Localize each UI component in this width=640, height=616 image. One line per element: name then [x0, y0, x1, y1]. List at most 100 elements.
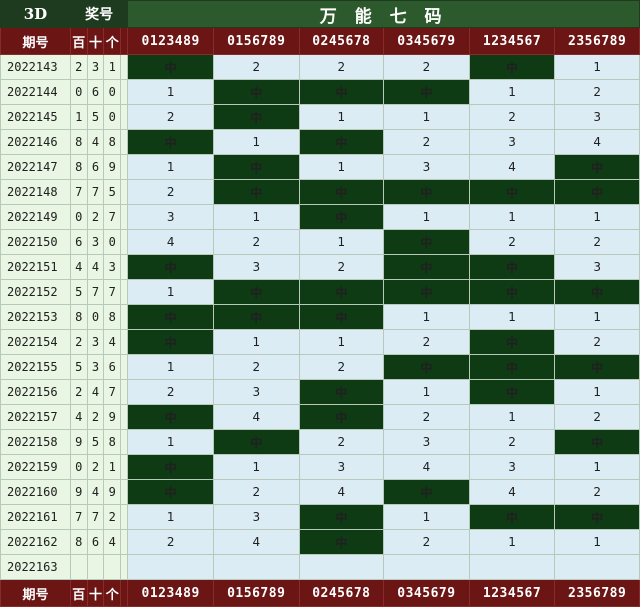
hit-cell: 中: [212, 429, 300, 455]
miss-count-cell: 1: [468, 304, 556, 330]
table-row: 2022145 1 5 0 2 中 1 1 2 3: [0, 104, 640, 130]
digit-bai: 0: [69, 454, 88, 480]
miss-count-cell: 4: [468, 154, 556, 180]
miss-count-cell: 2: [127, 179, 214, 205]
period-cell: 2022163: [0, 554, 71, 580]
header-gap: [120, 579, 129, 607]
period-cell: 2022158: [0, 429, 71, 455]
digit-bai: 2: [69, 54, 88, 80]
digit-ge: 4: [103, 529, 122, 555]
hit-cell: 中: [468, 354, 556, 380]
gap-cell: [120, 529, 129, 555]
digit-ge: 7: [103, 279, 122, 305]
hit-cell: 中: [127, 404, 214, 430]
digit-shi: 7: [86, 504, 105, 530]
miss-count-cell: 1: [212, 329, 300, 355]
table-row: 2022157 4 2 9 中 4 中 2 1 2: [0, 404, 640, 430]
main-title: 万 能 七 码: [127, 0, 640, 28]
digit-ge: 2: [103, 504, 122, 530]
miss-count-cell: 2: [212, 229, 300, 255]
hit-cell: 中: [127, 479, 214, 505]
gap-cell: [120, 329, 129, 355]
hit-cell: 中: [383, 254, 470, 280]
digit-ge: 3: [103, 254, 122, 280]
digit-shi: 4: [86, 254, 105, 280]
digit-bai: 7: [69, 504, 88, 530]
hit-cell: 中: [298, 304, 385, 330]
table-row: 2022150 6 3 0 4 2 1 中 2 2: [0, 229, 640, 255]
miss-count-cell: 2: [298, 54, 385, 80]
header-shi: 十: [86, 579, 105, 607]
digit-bai: 4: [69, 254, 88, 280]
title-row: 3D 奖号 万 能 七 码: [0, 0, 640, 28]
hit-cell: 中: [212, 179, 300, 205]
header-period: 期号: [0, 27, 71, 55]
miss-count-cell: 2: [383, 129, 470, 155]
table-row: 2022148 7 7 5 2 中中中中中: [0, 179, 640, 205]
miss-count-cell: 2: [554, 404, 640, 430]
hit-cell: 中: [383, 229, 470, 255]
gap-cell: [120, 279, 129, 305]
gap-cell: [120, 379, 129, 405]
gap-cell: [120, 54, 129, 80]
digit-bai: 2: [69, 329, 88, 355]
period-cell: 2022156: [0, 379, 71, 405]
miss-count-cell: [298, 554, 385, 580]
digit-ge: 1: [103, 54, 122, 80]
hit-cell: 中: [298, 179, 385, 205]
digit-bai: 7: [69, 179, 88, 205]
hit-cell: 中: [127, 254, 214, 280]
miss-count-cell: 2: [468, 104, 556, 130]
miss-count-cell: 2: [212, 354, 300, 380]
hit-cell: 中: [212, 154, 300, 180]
hit-cell: 中: [127, 129, 214, 155]
digit-bai: 8: [69, 304, 88, 330]
hit-cell: 中: [554, 279, 640, 305]
gap-cell: [120, 304, 129, 330]
miss-count-cell: 1: [127, 354, 214, 380]
gap-cell: [120, 254, 129, 280]
period-cell: 2022160: [0, 479, 71, 505]
digit-bai: 5: [69, 354, 88, 380]
table-row: 2022163: [0, 554, 640, 580]
digit-bai: 5: [69, 279, 88, 305]
period-cell: 2022159: [0, 454, 71, 480]
table-row: 2022152 5 7 7 1 中中中中中: [0, 279, 640, 305]
table-row: 2022146 8 4 8 中 1 中 2 3 4: [0, 129, 640, 155]
miss-count-cell: 1: [554, 529, 640, 555]
miss-count-cell: 4: [127, 229, 214, 255]
digit-bai: 9: [69, 479, 88, 505]
digit-ge: 8: [103, 304, 122, 330]
miss-count-cell: 3: [127, 204, 214, 230]
digit-ge: 8: [103, 129, 122, 155]
miss-count-cell: 1: [554, 454, 640, 480]
miss-count-cell: 1: [468, 404, 556, 430]
miss-count-cell: 1: [554, 379, 640, 405]
miss-count-cell: 1: [298, 104, 385, 130]
hit-cell: 中: [212, 79, 300, 105]
digit-shi: 6: [86, 154, 105, 180]
period-cell: 2022144: [0, 79, 71, 105]
miss-count-cell: 1: [212, 454, 300, 480]
digit-shi: 4: [86, 479, 105, 505]
miss-count-cell: 2: [383, 404, 470, 430]
miss-count-cell: 3: [468, 454, 556, 480]
hit-cell: 中: [127, 54, 214, 80]
digit-shi: 2: [86, 404, 105, 430]
miss-count-cell: 1: [298, 154, 385, 180]
miss-count-cell: 3: [212, 504, 300, 530]
miss-count-cell: 2: [383, 529, 470, 555]
miss-count-cell: [468, 554, 556, 580]
miss-count-cell: [212, 554, 300, 580]
miss-count-cell: 3: [383, 429, 470, 455]
digit-bai: 6: [69, 229, 88, 255]
hit-cell: 中: [554, 354, 640, 380]
hit-cell: 中: [468, 329, 556, 355]
miss-count-cell: 2: [298, 354, 385, 380]
hit-cell: 中: [298, 504, 385, 530]
miss-count-cell: 1: [554, 304, 640, 330]
miss-count-cell: 4: [468, 479, 556, 505]
